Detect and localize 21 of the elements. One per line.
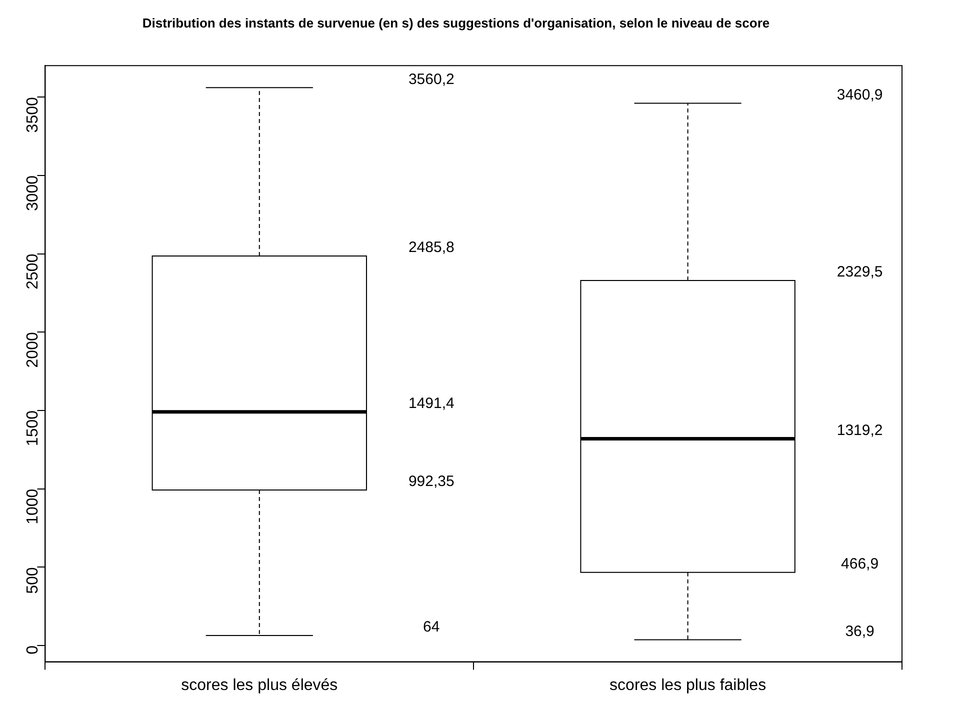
x-tick-label: scores les plus faibles [610,676,766,694]
annotation: 36,9 [845,622,874,640]
y-tick-label: 1000 [24,488,42,524]
y-tick-label: 0 [24,645,42,654]
annotation: 3460,9 [836,86,883,104]
y-tick-label: 2000 [24,332,42,368]
x-tick-label: scores les plus élevés [181,676,338,694]
y-tick-label: 2500 [24,254,42,290]
annotation: 2485,8 [408,239,454,256]
annotation: 1319,2 [836,422,883,439]
annotation: 992,35 [408,473,454,490]
chart-title: Distribution des instants de survenue (en s) des suggestions d'organisation, selon le niveau de score [142,15,770,30]
y-tick-label: 1500 [24,410,42,446]
annotation: 64 [423,618,440,636]
y-tick-label: 500 [24,567,42,594]
y-tick-label: 3000 [24,175,42,212]
annotation: 3560,2 [408,70,454,88]
annotation: 1491,4 [408,394,454,412]
annotation: 2329,5 [836,264,883,281]
y-tick-label: 3500 [24,96,42,133]
annotation: 466,9 [841,555,879,572]
